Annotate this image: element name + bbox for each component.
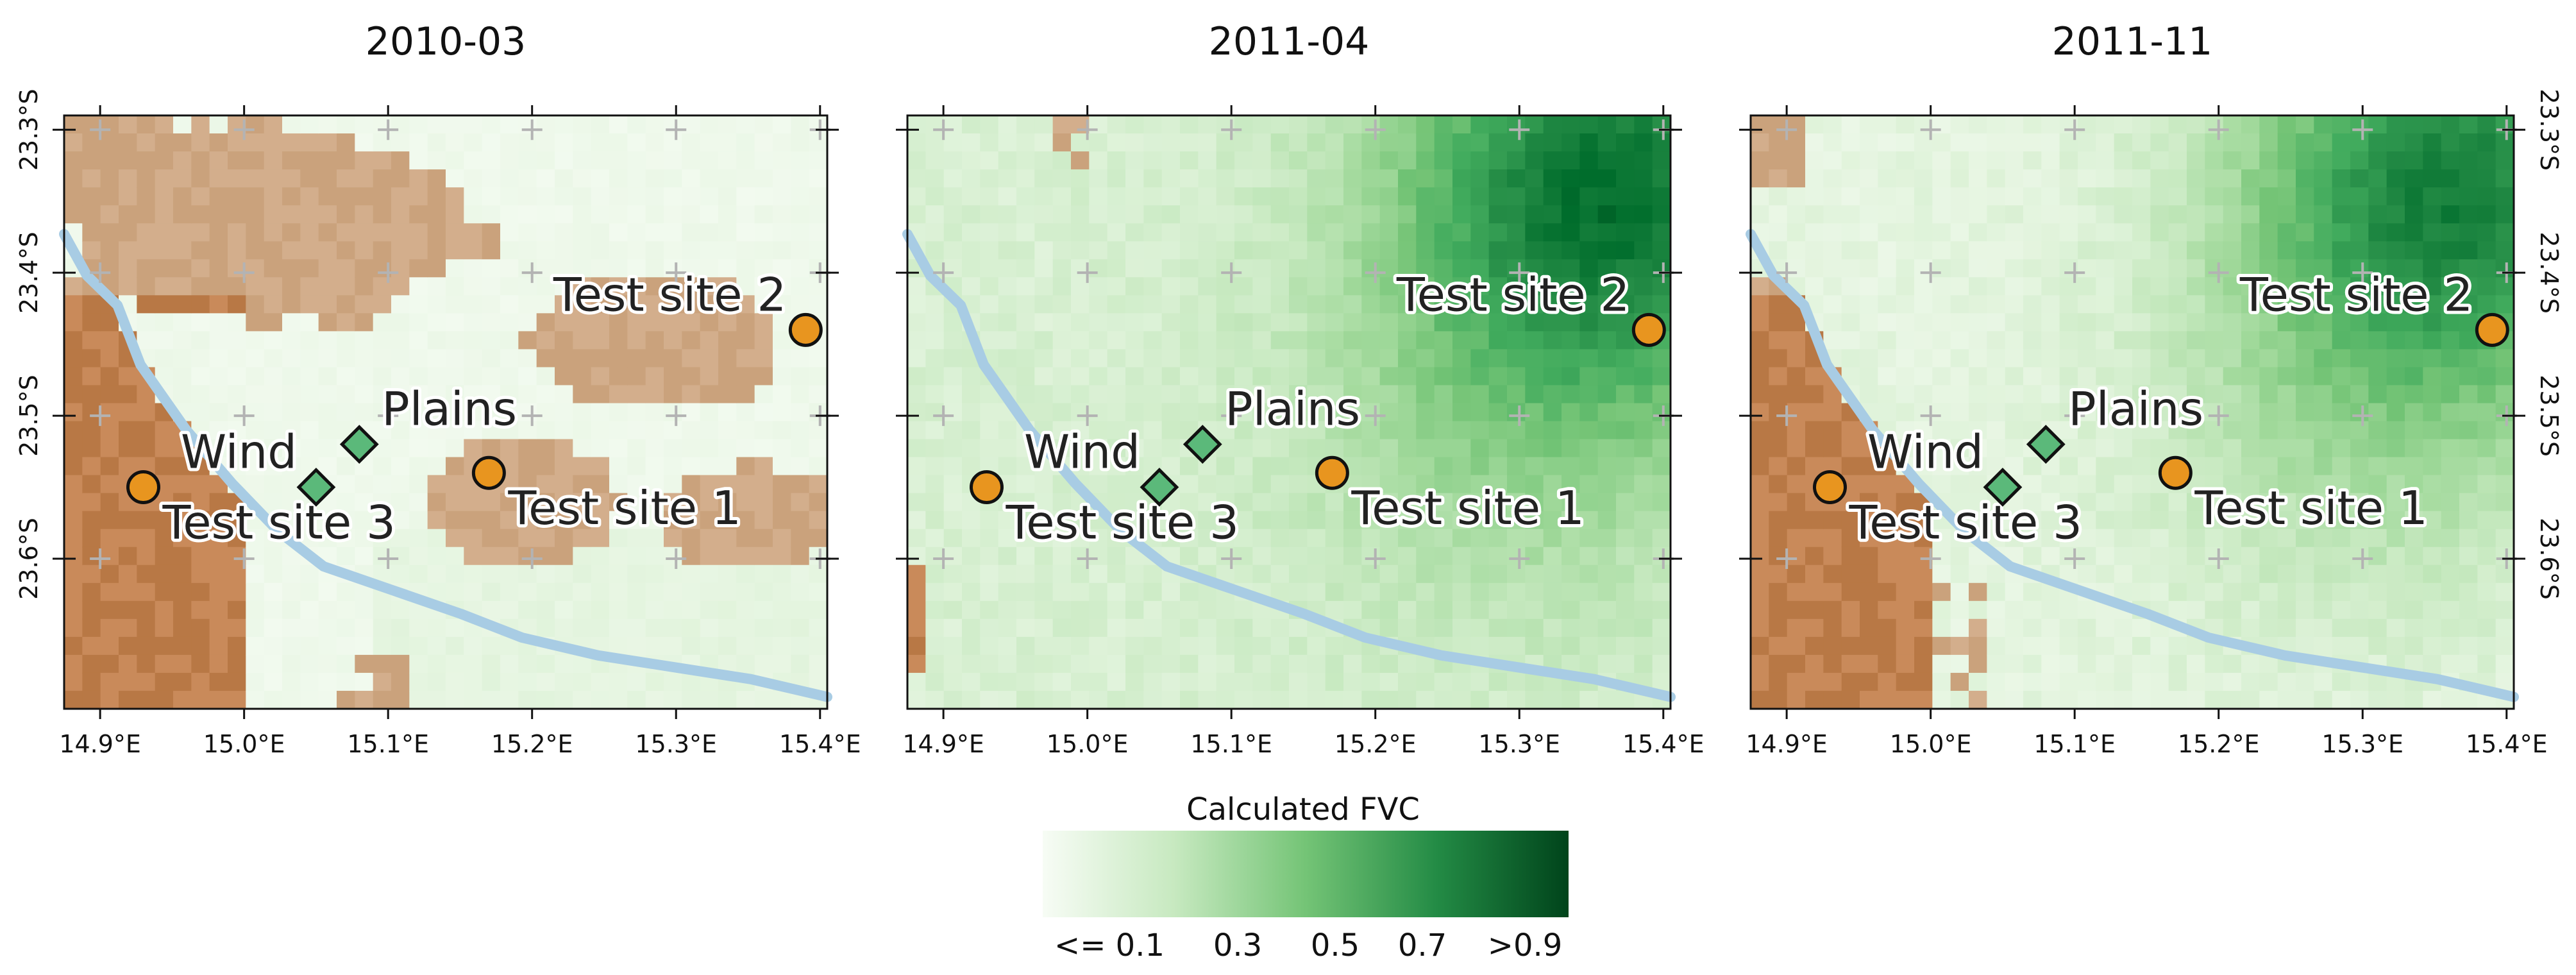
site-diamond-marker	[339, 425, 379, 464]
colorbar: Calculated FVC <= 0.1 0.3 0.5 0.7 >0.9	[1043, 792, 1569, 963]
site-test-site-2: Test site 2	[2236, 264, 2509, 347]
site-test-site-2: Test site 2	[550, 264, 823, 347]
site-label: Plains	[2068, 382, 2203, 436]
site-test-site-1: Test site 1	[1315, 455, 1588, 538]
site-circle-marker	[126, 470, 160, 505]
site-wind: Wind	[178, 422, 336, 507]
lat-tick-label: 23.6°S	[15, 518, 43, 600]
river-line	[902, 229, 1676, 702]
lon-tick-label: 15.1°E	[347, 730, 429, 758]
site-circle-marker	[1315, 455, 1349, 490]
site-circle-marker	[2158, 455, 2193, 490]
site-label: Plains	[382, 382, 517, 436]
site-diamond-marker	[1983, 468, 2023, 507]
colorbar-label-2: 0.5	[1311, 928, 1360, 963]
lon-tick-label: 15.3°E	[2321, 730, 2403, 758]
map-panel-2011-04: 2011-04 14.9°E 15.0°E 15.1°E 15.2°E 15.3°E 15.…	[896, 19, 1705, 758]
colorbar-gradient	[1043, 831, 1569, 917]
lon-tick-label: 14.9°E	[1746, 730, 1828, 758]
site-test-site-3: Test site 3	[1812, 470, 2085, 553]
map-panel-2010-03: 2010-03 14.9°E 15.0°E 15.1°E 15.2°E 15.3°E 15.…	[15, 19, 861, 758]
lon-tick-label: 15.3°E	[1478, 730, 1560, 758]
graticule	[1776, 119, 2517, 569]
lon-tick-label: 15.1°E	[1190, 730, 1272, 758]
site-label: Test site 2	[1396, 267, 1629, 321]
site-plains: Plains	[1183, 379, 1363, 464]
site-circle-marker	[969, 470, 1004, 505]
site-circle-marker	[1631, 312, 1666, 347]
lon-tick-label: 14.9°E	[902, 730, 984, 758]
lon-tick-label: 15.1°E	[2033, 730, 2116, 758]
lat-tick-label: 23.4°S	[2535, 232, 2563, 314]
site-label: Wind	[1024, 425, 1140, 479]
map-panel-2011-11: 2011-11 14.9°E 15.0°E 15.1°E 15.2°E 15.3°E 15.…	[1739, 19, 2563, 758]
site-diamond-marker	[2026, 425, 2066, 464]
site-diamond-marker	[1183, 425, 1222, 464]
colorbar-label-1: 0.3	[1213, 928, 1262, 963]
colorbar-label-0: <= 0.1	[1054, 928, 1165, 963]
site-label: Test site 2	[553, 267, 786, 321]
lon-tick-label: 15.0°E	[203, 730, 285, 758]
site-test-site-2: Test site 2	[1393, 264, 1666, 347]
lat-tick-label: 23.6°S	[2535, 518, 2563, 600]
site-circle-marker	[471, 455, 506, 490]
site-plains: Plains	[339, 379, 520, 464]
map-frame	[906, 114, 1672, 710]
site-label: Test site 2	[2239, 267, 2473, 321]
lat-tick-label: 23.3°S	[2535, 89, 2563, 171]
site-label: Test site 1	[507, 481, 741, 535]
panel-title: 2011-11	[2052, 19, 2213, 64]
site-label: Test site 1	[1351, 481, 1584, 535]
site-circle-marker	[2475, 312, 2509, 347]
map-frame	[63, 114, 829, 710]
lat-tick-label: 23.4°S	[15, 232, 43, 314]
site-diamond-marker	[296, 468, 336, 507]
lat-tick-label: 23.5°S	[2535, 375, 2563, 457]
site-label: Test site 3	[162, 496, 395, 550]
site-label: Wind	[1867, 425, 1983, 479]
lon-tick-label: 15.2°E	[2178, 730, 2260, 758]
site-label: Plains	[1225, 382, 1360, 436]
site-test-site-3: Test site 3	[126, 470, 399, 553]
site-test-site-1: Test site 1	[471, 455, 745, 538]
lon-tick-label: 15.4°E	[2466, 730, 2548, 758]
site-plains: Plains	[2026, 379, 2207, 464]
lat-tick-label: 23.5°S	[15, 375, 43, 457]
lon-tick-label: 15.4°E	[779, 730, 861, 758]
site-label: Test site 3	[1005, 496, 1238, 550]
site-label: Test site 1	[2194, 481, 2427, 535]
site-label: Test site 3	[1848, 496, 2082, 550]
panel-title: 2010-03	[366, 19, 526, 64]
site-wind: Wind	[1864, 422, 2023, 507]
site-diamond-marker	[1140, 468, 1179, 507]
lon-tick-label: 15.2°E	[491, 730, 573, 758]
lon-tick-label: 15.0°E	[1047, 730, 1129, 758]
site-circle-marker	[1812, 470, 1847, 505]
panel-title: 2011-04	[1209, 19, 1370, 64]
site-circle-marker	[788, 312, 823, 347]
lon-tick-label: 14.9°E	[59, 730, 141, 758]
lon-tick-label: 15.2°E	[1334, 730, 1417, 758]
site-test-site-3: Test site 3	[969, 470, 1242, 553]
lon-tick-label: 15.4°E	[1622, 730, 1705, 758]
lat-tick-label: 23.3°S	[15, 89, 43, 171]
river-line	[59, 229, 832, 702]
colorbar-title: Calculated FVC	[1186, 792, 1420, 827]
colorbar-label-3: 0.7	[1398, 928, 1447, 963]
site-wind: Wind	[1021, 422, 1179, 507]
site-label: Wind	[181, 425, 297, 479]
lon-tick-label: 15.0°E	[1890, 730, 1972, 758]
lon-tick-label: 15.3°E	[635, 730, 717, 758]
river-line	[1746, 229, 2519, 702]
site-test-site-1: Test site 1	[2158, 455, 2431, 538]
map-frame	[1749, 114, 2515, 710]
colorbar-label-4: >0.9	[1488, 928, 1563, 963]
